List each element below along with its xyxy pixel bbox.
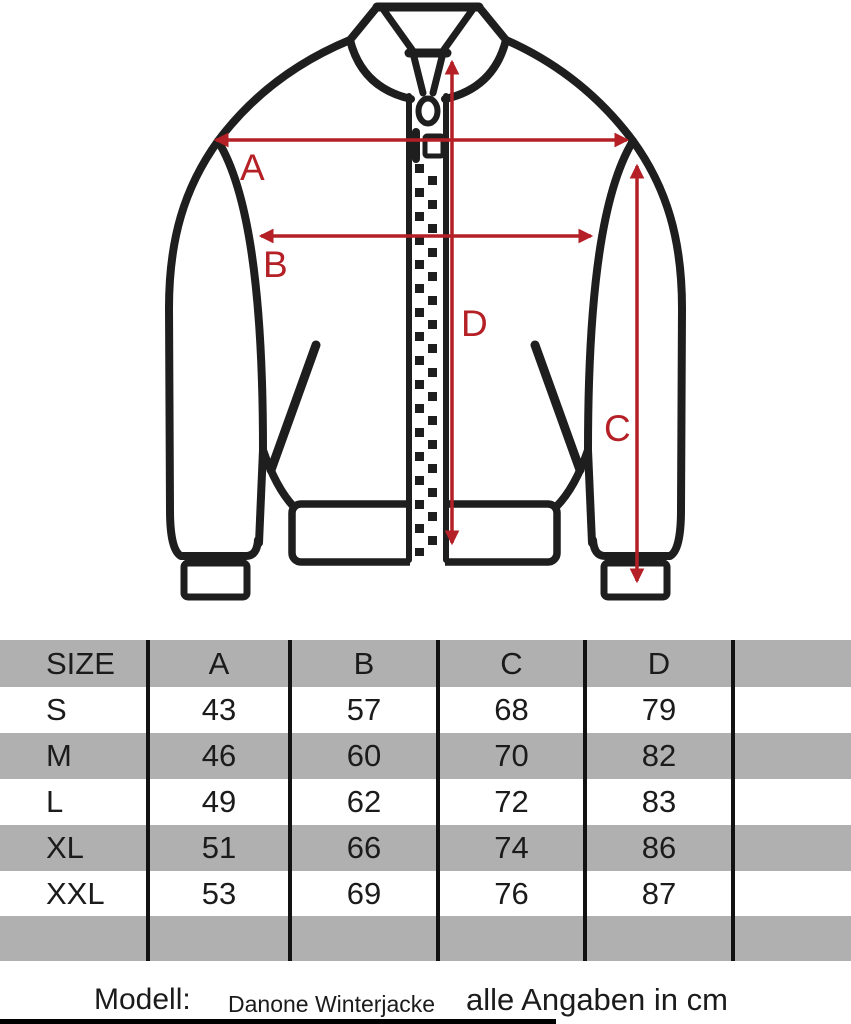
jacket-zipper <box>406 93 449 568</box>
value-a: 43 <box>201 692 237 727</box>
table-row-s: S 43 57 68 79 <box>0 687 851 733</box>
jacket-left-cuff <box>180 559 251 601</box>
jacket-collar <box>346 2 510 103</box>
row-label: L <box>46 784 64 819</box>
units-note: alle Angaben in cm <box>466 982 728 1017</box>
measure-arrow-a: A <box>213 132 630 188</box>
row-label: XL <box>46 830 84 865</box>
model-name: Danone Winterjacke <box>228 991 436 1017</box>
column-divider <box>583 640 587 961</box>
table-row-xl: XL 51 66 74 86 <box>0 825 851 871</box>
measure-label-b: B <box>263 244 288 285</box>
jacket-left-pocket <box>266 340 321 475</box>
value-d: 79 <box>641 692 677 727</box>
row-label: XXL <box>46 875 105 911</box>
table-row-m: M 46 60 70 82 <box>0 733 851 779</box>
zipper-pull <box>415 95 441 127</box>
value-b: 60 <box>346 738 382 773</box>
table-row-xxl: XXL 53 69 76 87 <box>0 871 851 916</box>
column-divider <box>731 640 735 961</box>
zipper-teeth <box>414 163 440 556</box>
header-c: C <box>500 645 523 681</box>
row-label: M <box>46 738 72 773</box>
measure-label-a: A <box>240 147 265 188</box>
jacket-measurement-diagram: A B D C <box>165 2 686 601</box>
value-b: 62 <box>346 784 382 819</box>
value-c: 76 <box>494 875 529 911</box>
jacket-right-pocket <box>530 340 585 475</box>
table-empty-row <box>0 916 851 961</box>
column-divider <box>436 640 440 961</box>
jacket-right-sleeve <box>502 36 686 560</box>
model-label: Modell: <box>94 983 191 1016</box>
measure-arrow-d: D <box>444 59 488 546</box>
measure-label-c: C <box>604 408 631 449</box>
value-d: 86 <box>641 830 677 865</box>
value-c: 74 <box>494 830 529 865</box>
value-d: 83 <box>641 784 677 819</box>
value-a: 46 <box>201 738 237 773</box>
size-table: SIZE A B C D S 43 57 68 79 M 46 60 70 82… <box>0 640 851 961</box>
header-a: A <box>208 645 230 681</box>
header-d: D <box>647 645 671 681</box>
measure-arrow-c: C <box>604 163 645 584</box>
column-divider <box>146 640 150 961</box>
value-c: 68 <box>494 692 529 727</box>
jacket-left-sleeve <box>165 36 354 560</box>
value-c: 72 <box>494 784 529 819</box>
jacket-right-body-side <box>552 446 592 511</box>
measure-arrow-b: B <box>258 228 594 285</box>
value-b: 57 <box>346 692 382 727</box>
header-b: B <box>353 645 375 681</box>
value-a: 49 <box>201 784 237 819</box>
value-a: 53 <box>201 875 237 911</box>
value-c: 70 <box>494 738 529 773</box>
value-b: 66 <box>346 830 382 865</box>
measure-label-d: D <box>461 303 488 344</box>
value-a: 51 <box>201 830 237 865</box>
value-d: 87 <box>641 875 677 911</box>
table-row-l: L 49 62 72 83 <box>0 779 851 825</box>
value-b: 69 <box>346 875 382 911</box>
value-d: 82 <box>641 738 677 773</box>
header-size: SIZE <box>46 645 115 681</box>
table-header-row: SIZE A B C D <box>0 640 851 687</box>
bottom-border-bar <box>0 1019 556 1024</box>
jacket-left-body-side <box>259 446 298 511</box>
row-label: S <box>46 692 67 727</box>
column-divider <box>288 640 292 961</box>
